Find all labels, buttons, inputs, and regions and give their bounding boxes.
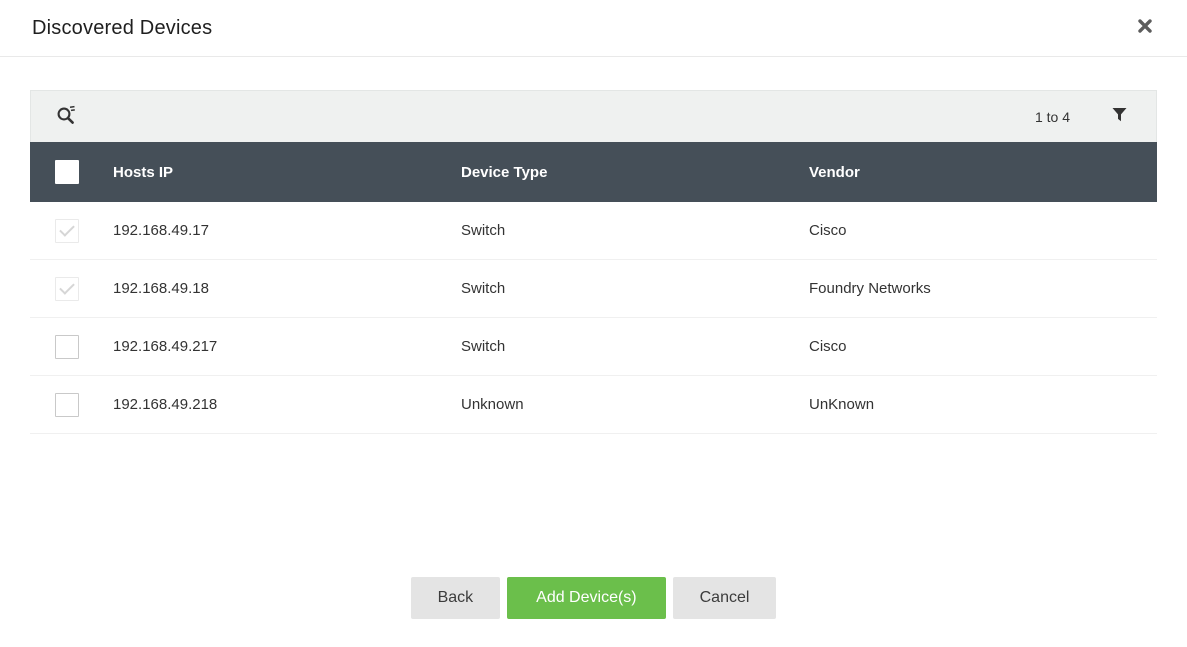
table-row: 192.168.49.17 Switch Cisco [30, 202, 1157, 260]
filter-icon [1111, 106, 1128, 128]
cell-vendor: Foundry Networks [809, 280, 931, 297]
table-body: 192.168.49.17 Switch Cisco 192.168.49.18 Swi… [30, 202, 1157, 434]
discovered-devices-modal: Discovered Devices [0, 0, 1187, 619]
search-icon [55, 103, 77, 130]
row-checkbox [55, 276, 79, 301]
row-checkbox [55, 218, 79, 243]
cell-hosts-ip: 192.168.49.218 [113, 396, 218, 413]
row-checkbox-cell [30, 392, 113, 417]
cell-device-type: Switch [461, 222, 506, 239]
add-devices-button[interactable]: Add Device(s) [507, 577, 666, 619]
column-header-device-type[interactable]: Device Type [461, 163, 548, 181]
cell-vendor: UnKnown [809, 396, 875, 413]
table-row: 192.168.49.18 Switch Foundry Networks [30, 260, 1157, 318]
page-title: Discovered Devices [32, 16, 213, 39]
cell-device-type: Switch [461, 280, 506, 297]
row-checkbox-cell [30, 334, 113, 359]
search-button[interactable] [55, 103, 77, 130]
row-checkbox[interactable] [55, 334, 79, 359]
table-row: 192.168.49.218 Unknown UnKnown [30, 376, 1157, 434]
devices-table-panel: 1 to 4 Hosts IP Device Type Vendor 192.1… [30, 90, 1157, 434]
table-header-row: Hosts IP Device Type Vendor [30, 142, 1157, 202]
cancel-button[interactable]: Cancel [672, 577, 777, 619]
column-header-hosts-ip[interactable]: Hosts IP [113, 163, 174, 181]
modal-header: Discovered Devices [0, 0, 1187, 57]
cell-hosts-ip: 192.168.49.18 [113, 280, 209, 297]
row-checkbox-cell [30, 218, 113, 243]
cell-device-type: Unknown [461, 396, 524, 413]
modal-footer: Back Add Device(s) Cancel [0, 577, 1187, 619]
row-checkbox-cell [30, 276, 113, 301]
close-button[interactable] [1133, 16, 1157, 40]
column-header-vendor[interactable]: Vendor [809, 163, 860, 181]
cell-hosts-ip: 192.168.49.217 [113, 338, 218, 355]
row-checkbox[interactable] [55, 392, 79, 417]
select-all-checkbox[interactable] [55, 160, 79, 184]
cell-hosts-ip: 192.168.49.17 [113, 222, 209, 239]
select-all-cell [30, 160, 113, 184]
cell-vendor: Cisco [809, 222, 847, 239]
filter-button[interactable] [1110, 106, 1128, 128]
close-icon [1136, 17, 1154, 40]
table-row: 192.168.49.217 Switch Cisco [30, 318, 1157, 376]
table-toolbar: 1 to 4 [30, 90, 1157, 142]
pagination-range: 1 to 4 [1034, 108, 1070, 125]
back-button[interactable]: Back [410, 577, 501, 619]
cell-vendor: Cisco [809, 338, 847, 355]
cell-device-type: Switch [461, 338, 506, 355]
